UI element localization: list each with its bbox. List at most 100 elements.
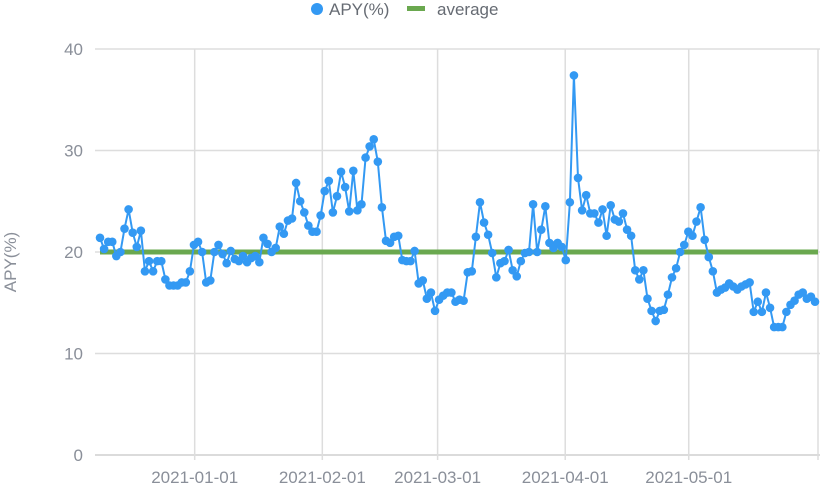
apy-data-point[interactable] — [287, 214, 297, 223]
apy-data-point[interactable] — [328, 208, 338, 217]
apy-data-point[interactable] — [561, 255, 571, 265]
apy-data-point[interactable] — [492, 273, 501, 282]
apy-data-point[interactable] — [128, 228, 137, 238]
apy-data-point[interactable] — [508, 265, 517, 275]
apy-data-point[interactable] — [144, 256, 154, 266]
apy-data-point[interactable] — [602, 231, 611, 241]
apy-data-point[interactable] — [487, 248, 497, 258]
apy-data-point[interactable] — [528, 199, 538, 209]
apy-data-point[interactable] — [353, 206, 362, 215]
apy-data-point[interactable] — [447, 288, 456, 297]
apy-data-point[interactable] — [630, 265, 640, 275]
apy-data-point[interactable] — [614, 217, 624, 226]
apy-data-point[interactable] — [116, 247, 125, 257]
apy-data-point[interactable] — [214, 240, 223, 250]
apy-data-point[interactable] — [312, 227, 321, 236]
apy-data-point[interactable] — [132, 242, 142, 252]
apy-data-point[interactable] — [512, 272, 522, 281]
apy-data-point[interactable] — [704, 252, 714, 262]
apy-data-point[interactable] — [120, 224, 129, 233]
apy-data-point[interactable] — [107, 237, 117, 247]
apy-data-point[interactable] — [471, 232, 481, 242]
apy-data-point[interactable] — [373, 157, 383, 166]
apy-data-point[interactable] — [569, 71, 579, 80]
apy-data-point[interactable] — [765, 303, 775, 313]
apy-data-point[interactable] — [193, 237, 203, 247]
apy-data-point[interactable] — [679, 240, 689, 250]
apy-data-point[interactable] — [590, 209, 599, 218]
apy-data-point[interactable] — [316, 211, 325, 220]
apy-data-point[interactable] — [643, 294, 652, 303]
apy-data-point[interactable] — [516, 256, 526, 266]
apy-data-point[interactable] — [651, 316, 660, 326]
apy-data-point[interactable] — [675, 247, 685, 257]
apy-data-point[interactable] — [594, 218, 603, 227]
apy-data-point[interactable] — [626, 231, 636, 241]
apy-data-point[interactable] — [275, 222, 285, 231]
apy-data-point[interactable] — [406, 256, 415, 266]
apy-data-point[interactable] — [753, 297, 763, 307]
apy-data-point[interactable] — [598, 205, 607, 214]
apy-data-point[interactable] — [218, 249, 227, 259]
apy-data-point[interactable] — [357, 199, 366, 209]
apy-data-point[interactable] — [181, 278, 191, 287]
apy-data-point[interactable] — [332, 191, 342, 201]
apy-data-point[interactable] — [304, 221, 313, 230]
apy-data-point[interactable] — [95, 233, 105, 243]
apy-data-point[interactable] — [410, 246, 419, 256]
apy-data-point[interactable] — [475, 197, 485, 207]
apy-data-point[interactable] — [393, 231, 403, 241]
apy-data-point[interactable] — [197, 247, 207, 257]
apy-data-point[interactable] — [790, 296, 799, 306]
apy-data-point[interactable] — [692, 217, 701, 226]
apy-data-point[interactable] — [663, 290, 673, 299]
apy-data-point[interactable] — [136, 226, 146, 235]
apy-data-point[interactable] — [618, 209, 628, 218]
apy-data-point[interactable] — [782, 307, 791, 317]
apy-data-point[interactable] — [349, 166, 358, 176]
apy-data-point[interactable] — [148, 266, 158, 276]
apy-data-point[interactable] — [250, 251, 260, 261]
apy-data-point[interactable] — [647, 306, 656, 316]
apy-data-point[interactable] — [124, 205, 133, 214]
apy-data-point[interactable] — [210, 247, 219, 257]
apy-data-point[interactable] — [324, 176, 334, 186]
apy-data-point[interactable] — [635, 275, 644, 284]
apy-data-point[interactable] — [226, 246, 236, 256]
apy-data-point[interactable] — [99, 244, 109, 254]
apy-data-point[interactable] — [161, 275, 170, 284]
apy-data-point[interactable] — [467, 266, 477, 276]
apy-data-point[interactable] — [536, 225, 546, 234]
apy-data-point[interactable] — [708, 266, 718, 276]
legend-item-apy[interactable]: APY(%) — [311, 0, 389, 19]
apy-data-point[interactable] — [504, 245, 513, 255]
apy-data-point[interactable] — [573, 173, 583, 183]
apy-data-point[interactable] — [369, 135, 379, 144]
apy-data-point[interactable] — [418, 276, 428, 285]
apy-data-point[interactable] — [667, 273, 677, 282]
apy-data-point[interactable] — [688, 231, 697, 241]
apy-data-point[interactable] — [271, 243, 280, 253]
apy-data-point[interactable] — [532, 247, 542, 257]
apy-data-point[interactable] — [639, 265, 648, 275]
apy-data-point[interactable] — [524, 247, 534, 257]
apy-data-point[interactable] — [479, 218, 489, 227]
apy-data-point[interactable] — [581, 190, 591, 200]
apy-data-point[interactable] — [344, 207, 354, 216]
apy-data-point[interactable] — [279, 229, 289, 239]
apy-data-point[interactable] — [222, 258, 231, 268]
apy-data-point[interactable] — [263, 239, 272, 249]
apy-data-point[interactable] — [810, 297, 820, 307]
apy-data-point[interactable] — [565, 197, 575, 207]
apy-data-point[interactable] — [459, 296, 468, 306]
apy-data-point[interactable] — [185, 266, 195, 276]
apy-data-point[interactable] — [606, 201, 616, 210]
apy-data-point[interactable] — [577, 206, 587, 215]
apy-data-point[interactable] — [365, 142, 374, 151]
apy-data-point[interactable] — [299, 208, 309, 217]
apy-data-point[interactable] — [336, 167, 346, 177]
apy-data-point[interactable] — [659, 305, 669, 315]
apy-data-point[interactable] — [798, 288, 808, 297]
apy-data-point[interactable] — [255, 257, 264, 267]
apy-data-point[interactable] — [340, 182, 350, 192]
